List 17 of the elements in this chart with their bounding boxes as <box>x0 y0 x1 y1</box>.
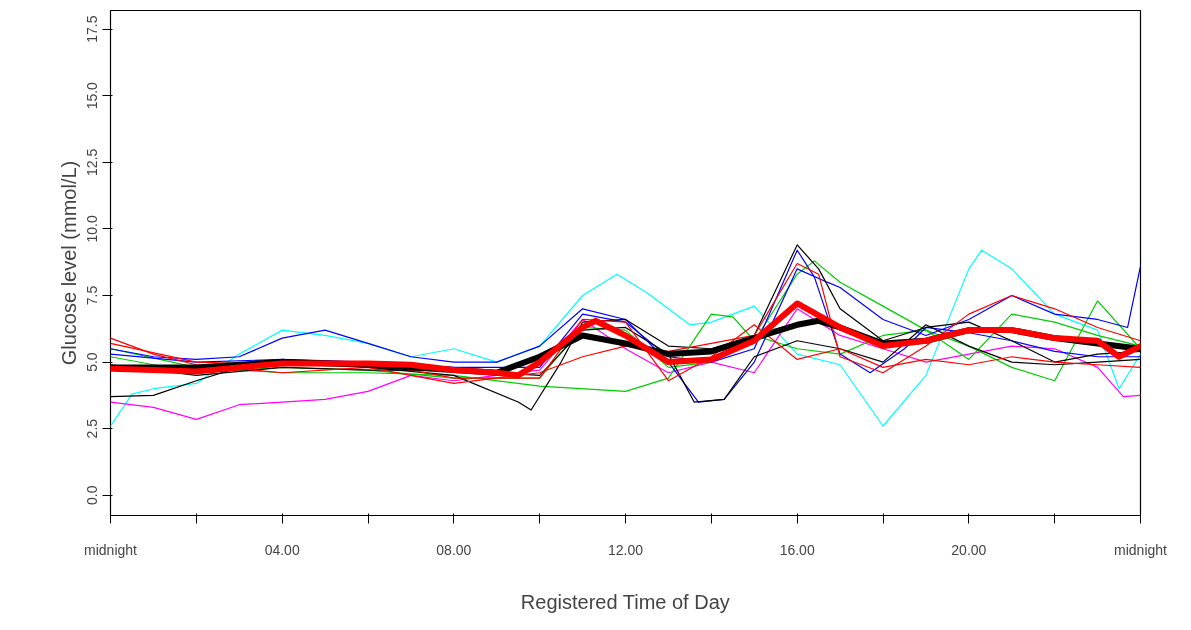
x-tick-label: 20.00 <box>951 541 987 558</box>
x-tick-label: 04.00 <box>264 541 300 558</box>
y-axis-title: Glucose level (mmol/L) <box>57 160 80 366</box>
y-tick-label: 10.0 <box>84 215 101 243</box>
x-axis-title: Registered Time of Day <box>520 590 730 613</box>
y-tick-label: 17.5 <box>84 15 101 43</box>
y-tick-label: 15.0 <box>84 81 101 110</box>
x-tick-label: 12.00 <box>607 541 644 558</box>
x-tick-label: 08.00 <box>436 541 472 558</box>
y-tick-label: 5.0 <box>84 352 101 372</box>
x-tick-label: 16.00 <box>779 541 815 558</box>
y-tick-label: 12.5 <box>84 148 101 176</box>
y-tick-label: 7.5 <box>84 285 101 306</box>
x-tick-label: midnight <box>84 541 138 558</box>
y-tick-label: 0.0 <box>84 485 101 505</box>
y-tick-label: 2.5 <box>84 418 101 439</box>
x-tick-label: midnight <box>1114 541 1168 558</box>
